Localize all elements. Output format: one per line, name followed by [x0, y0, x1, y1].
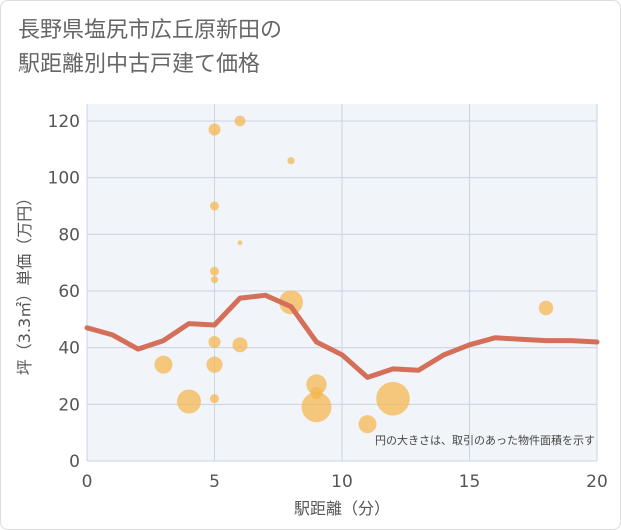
scatter-point	[208, 336, 221, 348]
scatter-point	[210, 266, 219, 276]
x-tick-label: 10	[331, 472, 353, 492]
x-axis-ticks: 0 5 10 15 20	[82, 472, 608, 492]
scatter-point	[177, 389, 201, 414]
scatter-point	[306, 374, 327, 395]
chart-title: 長野県塩尻市広丘原新田の 駅距離別中古戸建て価格	[18, 14, 282, 82]
scatter-point	[210, 276, 219, 284]
x-tick-label: 0	[82, 472, 93, 492]
scatter-point	[208, 123, 221, 136]
y-tick-label: 0	[69, 452, 80, 472]
y-axis-ticks: 0 20 40 60 80 100 120	[48, 112, 80, 472]
scatter-point	[154, 355, 173, 374]
x-tick-label: 20	[586, 472, 608, 492]
y-tick-label: 100	[48, 169, 80, 189]
average-price-line	[84, 292, 600, 380]
y-tick-label: 120	[48, 112, 80, 132]
scatter-point	[358, 415, 377, 434]
scatter-point	[237, 240, 243, 246]
x-axis-label: 駅距離（分）	[294, 499, 390, 518]
y-tick-label: 20	[58, 395, 80, 415]
size-note: 円の大きさは、取引のあった物件面積を示す	[375, 433, 595, 447]
scatter-point	[376, 381, 410, 416]
scatter-point	[538, 300, 554, 316]
scatter-point	[287, 157, 295, 165]
scatter-point	[234, 115, 246, 127]
scatter-point	[301, 392, 332, 423]
scatter-point	[279, 290, 303, 315]
title-line-2: 駅距離別中古戸建て価格	[18, 52, 261, 77]
scatter-point	[232, 337, 248, 353]
y-tick-label: 40	[58, 339, 80, 359]
x-tick-label: 5	[209, 472, 220, 492]
scatter-points	[154, 115, 554, 434]
y-tick-label: 80	[58, 225, 80, 245]
y-axis-label: 坪（3.3㎡）単価（万円）	[15, 190, 34, 375]
y-tick-label: 60	[58, 282, 80, 302]
scatter-point	[206, 356, 223, 373]
x-tick-label: 15	[459, 472, 481, 492]
scatter-point	[210, 394, 219, 404]
scatter-point	[210, 201, 219, 211]
title-line-1: 長野県塩尻市広丘原新田の	[18, 18, 283, 43]
